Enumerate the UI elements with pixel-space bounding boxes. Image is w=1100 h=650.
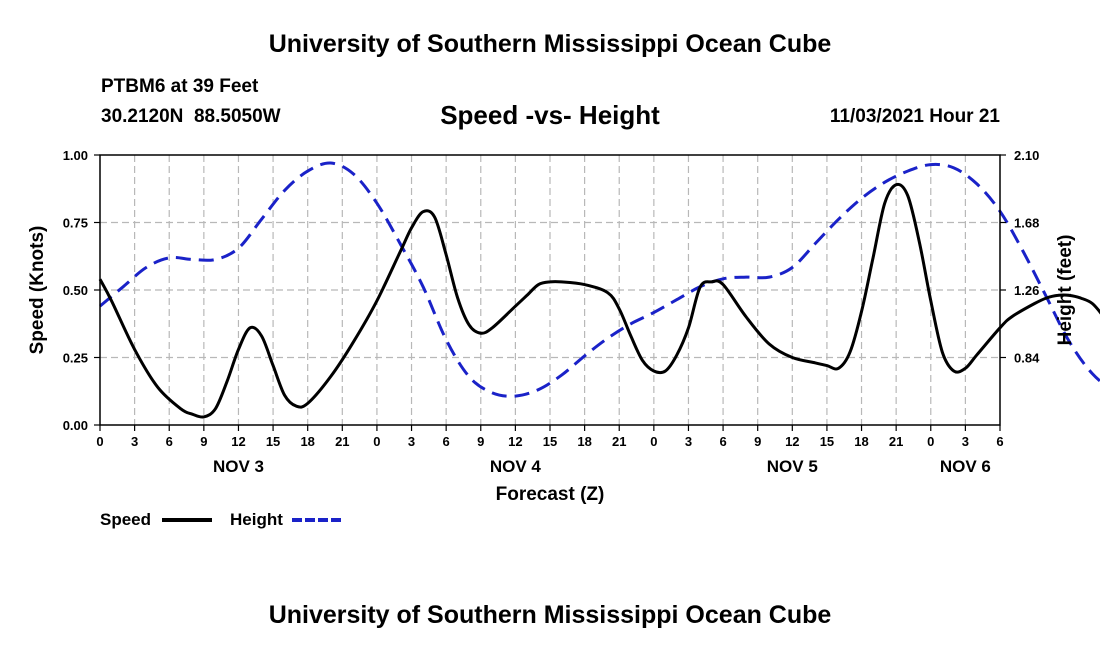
- x-tick-label: 9: [477, 434, 484, 449]
- y-left-tick-label: 0.25: [63, 351, 88, 366]
- y-left-tick-label: 0.00: [63, 418, 88, 433]
- height-series-line: [99, 161, 1100, 398]
- page-title: University of Southern Mississippi Ocean…: [268, 30, 832, 58]
- x-tick-label: 12: [785, 434, 799, 449]
- speed-series-line: [98, 182, 1100, 419]
- x-tick-label: 6: [443, 434, 450, 449]
- y-axis-left-title: Speed (Knots): [27, 226, 48, 355]
- x-tick-label: 0: [373, 434, 380, 449]
- x-tick-label: 15: [820, 434, 834, 449]
- x-tick-label: 6: [996, 434, 1003, 449]
- x-tick-label: 18: [300, 434, 314, 449]
- day-label: NOV 3: [213, 457, 264, 476]
- x-tick-label: 15: [266, 434, 280, 449]
- y-left-tick-label: 1.00: [63, 148, 88, 163]
- y-left-tick-label: 0.75: [63, 216, 88, 231]
- x-tick-label: 3: [408, 434, 415, 449]
- x-tick-label: 6: [719, 434, 726, 449]
- coordinates-label: 30.2120N 88.5050W: [101, 106, 281, 127]
- x-tick-label: 3: [131, 434, 138, 449]
- station-label: PTBM6 at 39 Feet: [101, 76, 259, 97]
- x-tick-label: 21: [889, 434, 903, 449]
- x-tick-label: 18: [577, 434, 591, 449]
- footer-title: University of Southern Mississippi Ocean…: [268, 601, 832, 629]
- series-layer: [98, 161, 1100, 419]
- x-tick-label: 6: [166, 434, 173, 449]
- forecast-date: 11/03/2021 Hour 21: [829, 106, 1000, 127]
- day-label: NOV 4: [490, 457, 542, 476]
- y-right-tick-label: 1.26: [1014, 283, 1039, 298]
- chart-subtitle: Speed -vs- Height: [440, 100, 660, 130]
- y-left-tick-label: 0.50: [63, 283, 88, 298]
- legend: Speed Height: [100, 510, 342, 529]
- x-tick-label: 0: [96, 434, 103, 449]
- x-tick-label: 9: [754, 434, 761, 449]
- x-tick-label: 21: [612, 434, 626, 449]
- y-right-tick-label: 1.68: [1014, 216, 1039, 231]
- x-tick-label: 18: [854, 434, 868, 449]
- axis-ticks: [94, 154, 1006, 431]
- axis-labels: 0 3 6 9 12 15 18 21 0 3 6 9 12 15 18 21 0 3 6 9 12 15 18 21 0 3 6 0…: [63, 148, 1040, 476]
- day-label: NOV 5: [767, 457, 818, 476]
- legend-height-label: Height: [230, 510, 283, 529]
- x-tick-label: 0: [927, 434, 934, 449]
- x-tick-label: 3: [962, 434, 969, 449]
- x-axis-title: Forecast (Z): [496, 484, 605, 505]
- speed-height-chart: 0 3 6 9 12 15 18 21 0 3 6 9 12 15 18 21 0 3 6 9 12 15 18 21 0 3 6 0…: [27, 148, 1100, 529]
- legend-speed-label: Speed: [100, 510, 151, 529]
- x-tick-label: 12: [508, 434, 522, 449]
- y-axis-right-title: Height (feet): [1055, 235, 1076, 346]
- y-right-tick-label: 2.10: [1014, 148, 1039, 163]
- grid-lines: [100, 155, 1000, 425]
- x-tick-label: 0: [650, 434, 657, 449]
- x-tick-label: 9: [200, 434, 207, 449]
- day-label: NOV 6: [940, 457, 991, 476]
- y-right-tick-label: 0.84: [1014, 351, 1040, 366]
- x-tick-label: 12: [231, 434, 245, 449]
- x-tick-label: 15: [543, 434, 557, 449]
- x-tick-label: 21: [335, 434, 349, 449]
- x-tick-label: 3: [685, 434, 692, 449]
